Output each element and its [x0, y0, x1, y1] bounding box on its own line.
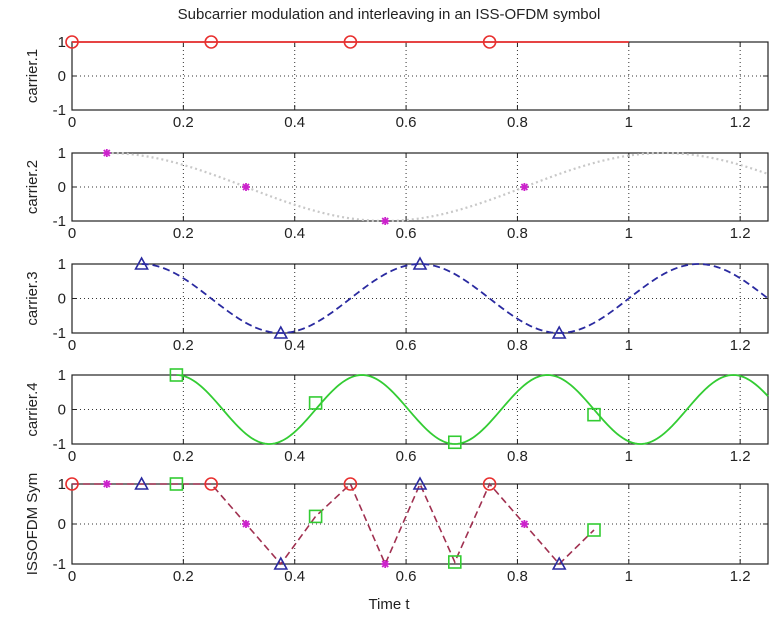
panel-2-data-point [520, 183, 529, 191]
panel-1-x-tick-label: 0.2 [173, 114, 194, 131]
panel-1-x-tick-label: 0.8 [507, 114, 528, 131]
panel-1-y-tick-label: -1 [53, 102, 66, 119]
panel-5-data-point [102, 480, 111, 488]
panel-2-x-tick-label: 0.8 [507, 225, 528, 242]
panel-4-x-tick-label: 0 [68, 448, 76, 465]
panel-4-series-line [176, 374, 769, 445]
panel-1-data-point [482, 35, 497, 49]
panel-1-x-tick-label: 1.2 [730, 114, 751, 131]
panel-2-data-point [381, 217, 390, 225]
panel-3-x-tick-label: 1.2 [730, 337, 751, 354]
panel-5-data-point [308, 509, 323, 524]
panel-5-data-point [412, 476, 428, 490]
panel-1-x-tick-label: 0 [68, 114, 76, 131]
panel-4-x-tick-label: 1 [625, 448, 633, 465]
panel-5-data-point [273, 556, 289, 570]
panel-1-data-point [343, 35, 358, 49]
chart-title: Subcarrier modulation and interleaving i… [177, 6, 601, 23]
panel-2-y-tick-label: 0 [58, 179, 66, 196]
panel-5-data-point [204, 477, 218, 491]
panel-3-x-tick-label: 0.8 [507, 337, 528, 354]
panel-5-data-point [242, 520, 250, 528]
panel-5-x-tick-label: 0.2 [173, 568, 194, 585]
panel-2-y-axis-label: carrier.2 [24, 160, 41, 214]
panel-2-x-tick-label: 1 [625, 225, 633, 242]
panel-4-data-point [447, 435, 462, 450]
panel-1-data-point [65, 35, 79, 49]
panel-2-x-tick-label: 0.6 [396, 225, 417, 242]
panel-5-x-tick-label: 0 [68, 568, 76, 585]
panel-2-data-point [242, 183, 250, 191]
panel-4-y-axis-label: carrier.4 [24, 382, 41, 436]
panel-4-data-point [308, 396, 323, 410]
panel-4-y-tick-label: 1 [58, 367, 66, 384]
panel-3-data-point [273, 325, 289, 339]
panel-5-data-point [551, 556, 567, 570]
panel-5-x-tick-label: 0.8 [507, 568, 528, 585]
panel-5-data-point [343, 477, 358, 491]
panel-2-x-tick-label: 0.2 [173, 225, 194, 242]
panel-3-x-tick-label: 0.4 [284, 337, 305, 354]
panel-1-y-axis-label: carrier.1 [24, 49, 41, 103]
panel-3-data-point [134, 256, 149, 270]
panel-1-x-tick-label: 0.6 [396, 114, 417, 131]
panel-5-y-axis-label: ISSOFDM Sym [24, 473, 41, 576]
panel-4-y-tick-label: 0 [58, 402, 66, 419]
panel-3-y-tick-label: 0 [58, 291, 66, 308]
panel-3-x-tick-label: 0.6 [396, 337, 417, 354]
panel-5-data-point [587, 523, 601, 537]
panel-1-y-tick-label: 1 [58, 34, 66, 51]
panel-1-data-point [204, 35, 218, 49]
panel-5-x-tick-label: 0.6 [396, 568, 417, 585]
panel-2-y-tick-label: -1 [53, 213, 66, 230]
panel-1-x-tick-label: 1 [625, 114, 633, 131]
panel-5-x-tick-label: 1 [625, 568, 633, 585]
panel-5-data-point [65, 477, 79, 491]
panel-4-x-tick-label: 0.4 [284, 448, 305, 465]
panel-4-y-tick-label: -1 [53, 436, 66, 453]
panel-4-x-tick-label: 0.2 [173, 448, 194, 465]
panel-3-series-line [141, 263, 769, 334]
panel-1-y-tick-label: 0 [58, 68, 66, 85]
x-axis-label: Time t [368, 596, 410, 613]
panel-4-x-tick-label: 0.8 [507, 448, 528, 465]
panel-5-data-point [381, 560, 390, 568]
panel-2-x-tick-label: 0 [68, 225, 76, 242]
panel-4-x-tick-label: 1.2 [730, 448, 751, 465]
panel-4-data-point [587, 407, 601, 422]
panel-3-y-axis-label: carrier.3 [24, 271, 41, 325]
panel-5-data-point [169, 477, 184, 491]
panel-1-x-tick-label: 0.4 [284, 114, 305, 131]
panel-3-x-tick-label: 0 [68, 337, 76, 354]
panel-4-data-point [169, 368, 184, 382]
panel-5-x-tick-label: 1.2 [730, 568, 751, 585]
panel-2-y-tick-label: 1 [58, 145, 66, 162]
panel-2-data-point [102, 149, 111, 157]
panel-5-data-point [134, 476, 149, 490]
panel-3-y-tick-label: 1 [58, 256, 66, 273]
panel-2-x-tick-label: 0.4 [284, 225, 305, 242]
panel-5-data-point [447, 555, 462, 569]
panel-5-y-tick-label: 0 [58, 516, 66, 533]
panel-2-x-tick-label: 1.2 [730, 225, 751, 242]
panel-5-y-tick-label: 1 [58, 476, 66, 493]
panel-4-x-tick-label: 0.6 [396, 448, 417, 465]
panel-5-data-point [482, 477, 497, 491]
panel-3-y-tick-label: -1 [53, 325, 66, 342]
panel-5-data-point [520, 520, 529, 528]
panel-3-x-tick-label: 1 [625, 337, 633, 354]
panel-3-data-point [412, 256, 428, 270]
panel-3-data-point [551, 325, 567, 339]
panel-5-y-tick-label: -1 [53, 556, 66, 573]
panel-3-x-tick-label: 0.2 [173, 337, 194, 354]
panel-2-series-line [106, 151, 769, 223]
panel-5-x-tick-label: 0.4 [284, 568, 305, 585]
